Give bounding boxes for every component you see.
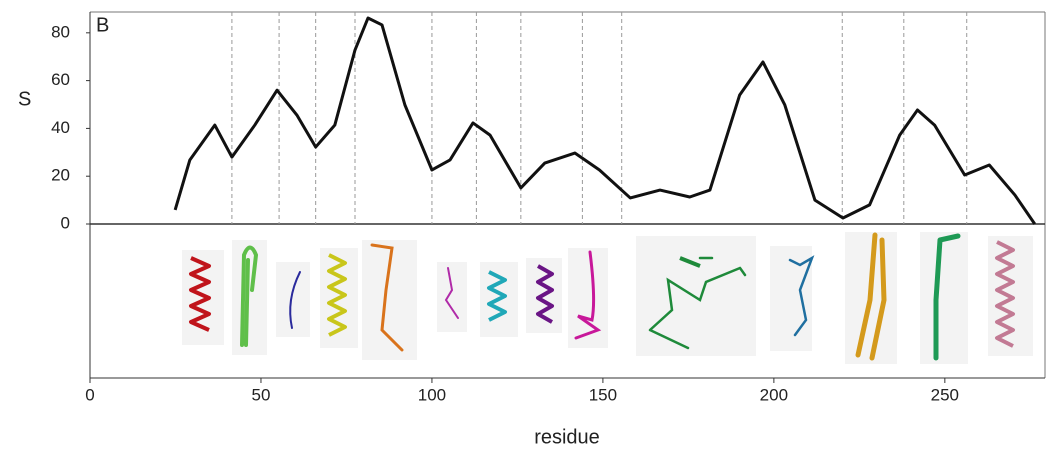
structure-coil [648,256,747,350]
structure-coil [240,245,259,347]
y-tick-label: 60 [51,70,70,89]
y-tick-label: 40 [51,118,70,137]
structure-images [182,232,1033,364]
structure-ribbon [189,256,211,332]
structure-backdrop [437,262,467,332]
structure-coil [574,250,602,340]
structure-coil [370,243,404,352]
structure-coil [855,232,887,361]
x-tick-label: 50 [252,385,271,404]
structure-ribbon [536,264,554,324]
x-tick-label: 200 [760,385,788,404]
x-tick-label: 100 [418,385,446,404]
structure-coil [788,255,815,337]
x-axis-label: residue [534,426,600,448]
x-tick-label: 250 [931,385,959,404]
structure-coil [444,267,459,319]
structure-backdrop [232,240,267,355]
structure-ribbon [327,253,347,337]
y-tick-label: 0 [61,213,70,232]
structure-backdrop [920,232,968,364]
structure-coil [933,233,961,361]
structure-ribbon [487,270,507,322]
data-line [173,16,1037,225]
structure-backdrop [568,248,608,348]
x-tick-label: 0 [85,385,94,404]
structure-backdrop [276,262,310,337]
structure-ribbon [679,256,701,268]
y-axis-label: S [18,88,31,110]
panel-label: B [96,14,109,36]
structure-backdrop [636,236,756,356]
y-tick-label: 80 [51,22,70,41]
structure-ribbon [995,240,1015,348]
y-tick-label: 20 [51,166,70,185]
x-tick-label: 150 [589,385,617,404]
structure-coil [289,271,301,329]
